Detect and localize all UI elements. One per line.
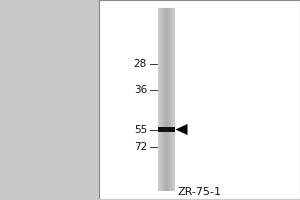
Bar (162, 8, 163, 191)
Text: 72: 72 (134, 142, 147, 152)
Bar (164, 8, 165, 191)
Bar (158, 127, 175, 132)
Bar (163, 8, 164, 191)
Bar (99, 0, 300, 199)
Bar (161, 8, 162, 191)
Bar (160, 8, 161, 191)
Bar (174, 8, 175, 191)
Text: 28: 28 (134, 59, 147, 69)
Bar (169, 8, 170, 191)
Bar (171, 8, 172, 191)
Bar (166, 8, 167, 191)
Text: 36: 36 (134, 85, 147, 95)
Bar (168, 8, 169, 191)
Bar (173, 8, 174, 191)
Bar (170, 8, 171, 191)
Text: ZR-75-1: ZR-75-1 (178, 187, 221, 197)
Bar (158, 8, 159, 191)
Polygon shape (176, 124, 188, 135)
Text: 55: 55 (134, 125, 147, 135)
Bar (165, 8, 166, 191)
Bar (159, 8, 160, 191)
Bar (167, 8, 168, 191)
Bar (172, 8, 173, 191)
